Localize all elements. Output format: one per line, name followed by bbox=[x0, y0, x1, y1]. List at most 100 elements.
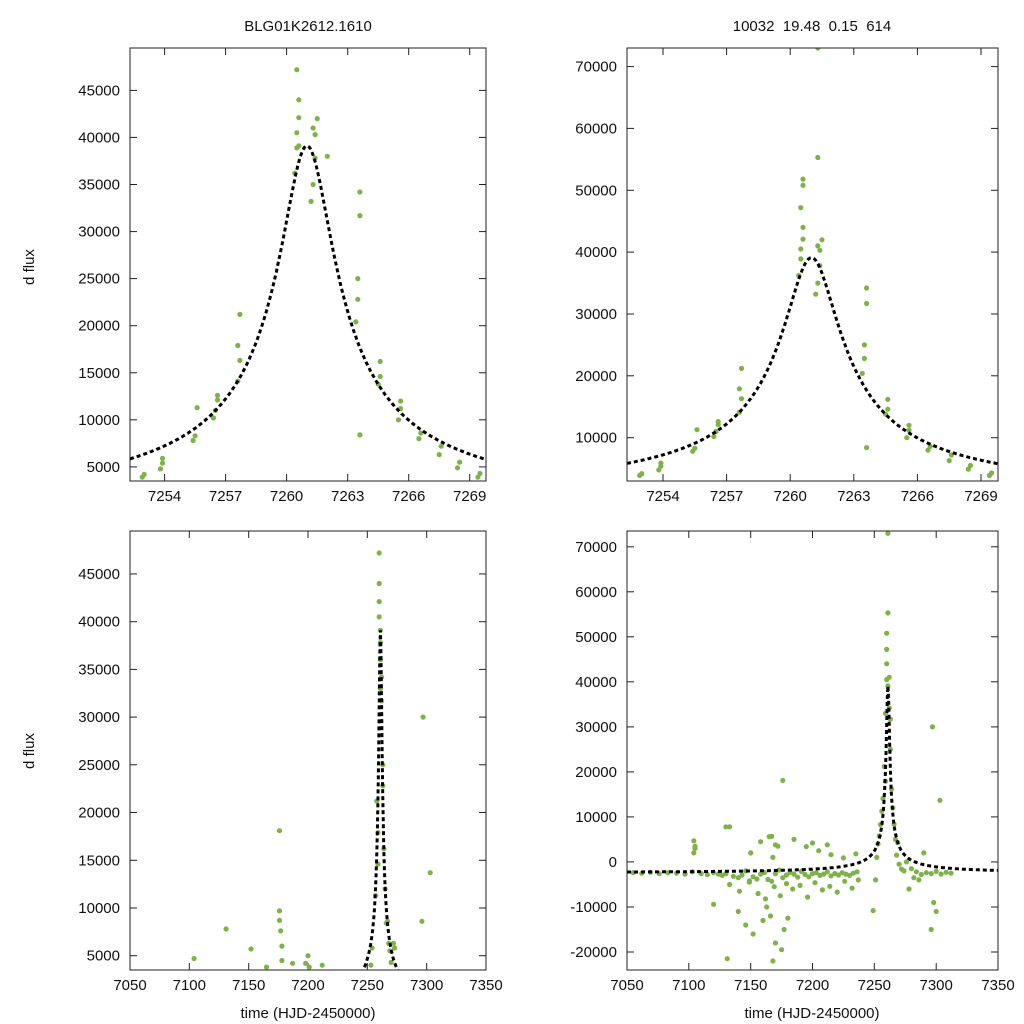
x-tick-label: 7050 bbox=[610, 977, 643, 994]
model-curve bbox=[361, 630, 400, 970]
data-point bbox=[758, 839, 764, 845]
data-point bbox=[817, 247, 823, 253]
data-point bbox=[214, 392, 221, 398]
data-point bbox=[727, 824, 733, 830]
data-point bbox=[790, 886, 796, 892]
data-points bbox=[630, 531, 954, 964]
data-point bbox=[279, 943, 285, 949]
y-tick-label: -10000 bbox=[570, 899, 617, 916]
data-point bbox=[420, 714, 426, 720]
data-point bbox=[427, 870, 433, 876]
y-tick-label: 10000 bbox=[78, 412, 120, 429]
data-point bbox=[769, 833, 775, 839]
data-point bbox=[223, 926, 229, 932]
data-point bbox=[310, 125, 316, 131]
data-point bbox=[819, 237, 825, 243]
y-tick-label: 60000 bbox=[575, 120, 617, 137]
data-point bbox=[783, 881, 790, 887]
data-point bbox=[746, 879, 753, 885]
data-point bbox=[828, 873, 834, 879]
data-point bbox=[800, 176, 806, 182]
x-tick-label: 7100 bbox=[672, 977, 705, 994]
data-point bbox=[398, 398, 404, 404]
data-point bbox=[828, 852, 834, 858]
data-point bbox=[769, 878, 775, 884]
data-point bbox=[192, 433, 198, 439]
model-curve bbox=[627, 256, 998, 466]
data-point bbox=[723, 824, 729, 830]
data-point bbox=[933, 868, 939, 875]
data-point bbox=[357, 189, 363, 195]
data-point bbox=[777, 893, 783, 899]
data-point bbox=[809, 840, 816, 846]
x-tick-label: 7050 bbox=[113, 977, 146, 994]
y-tick-label: 5000 bbox=[87, 948, 120, 965]
data-point bbox=[735, 908, 741, 915]
plot-frame bbox=[129, 530, 487, 971]
panel-full-right: 7050 7100 7150 7200 7250 7300 7350 -20000 -10000… bbox=[570, 530, 1015, 994]
data-point bbox=[278, 928, 284, 934]
y-tick-label: 50000 bbox=[575, 182, 617, 199]
data-point bbox=[780, 875, 786, 881]
data-point bbox=[235, 342, 241, 349]
data-point bbox=[388, 959, 394, 966]
data-point bbox=[923, 870, 929, 876]
data-point bbox=[279, 957, 285, 964]
y-tick-label: 10000 bbox=[575, 809, 617, 826]
data-point bbox=[237, 311, 243, 317]
y-tick-label: 50000 bbox=[575, 629, 617, 646]
data-point bbox=[692, 843, 698, 849]
data-point bbox=[750, 931, 756, 937]
data-point bbox=[762, 896, 769, 902]
data-point bbox=[834, 889, 840, 895]
data-point bbox=[639, 471, 645, 477]
data-point bbox=[798, 205, 804, 211]
data-point bbox=[901, 868, 907, 874]
data-point bbox=[390, 940, 396, 946]
data-point bbox=[884, 646, 890, 653]
data-point bbox=[824, 869, 830, 875]
data-point bbox=[894, 852, 900, 858]
y-tick-label: 40000 bbox=[78, 129, 120, 146]
data-point bbox=[736, 888, 743, 894]
data-point bbox=[772, 842, 779, 848]
data-point bbox=[438, 443, 444, 449]
x-tick-label: 7150 bbox=[232, 977, 265, 994]
data-point bbox=[355, 276, 361, 282]
data-point bbox=[781, 926, 787, 933]
data-point bbox=[767, 913, 774, 919]
data-point bbox=[306, 964, 312, 970]
data-point bbox=[880, 795, 886, 802]
data-point bbox=[886, 674, 892, 680]
data-point bbox=[819, 887, 826, 893]
data-point bbox=[815, 280, 821, 286]
data-point bbox=[861, 355, 868, 362]
y-tick-label: 45000 bbox=[78, 566, 120, 583]
x-tick-label: 7263 bbox=[837, 488, 870, 505]
data-point bbox=[477, 470, 483, 477]
data-point bbox=[906, 422, 912, 428]
data-point bbox=[436, 452, 442, 458]
x-tick-label: 7266 bbox=[901, 488, 934, 505]
data-point bbox=[376, 550, 382, 556]
data-point bbox=[214, 397, 221, 403]
plot-panels: 7254 7257 7260 7263 7266 7269 5000 10000 15000 20… bbox=[78, 47, 1015, 994]
data-point bbox=[755, 890, 761, 897]
y-tick-label: 15000 bbox=[78, 365, 120, 382]
x-tick-label: 7350 bbox=[469, 977, 502, 994]
data-point bbox=[937, 797, 943, 803]
data-point bbox=[884, 661, 890, 667]
xlabel-left: time (HJD-2450000) bbox=[240, 1005, 375, 1022]
data-point bbox=[355, 296, 361, 302]
data-point bbox=[904, 435, 910, 441]
data-point bbox=[416, 436, 422, 442]
data-point bbox=[191, 955, 197, 962]
data-point bbox=[750, 874, 756, 880]
plot-frame bbox=[129, 47, 487, 482]
data-point bbox=[853, 851, 859, 857]
data-point bbox=[771, 884, 777, 890]
data-point bbox=[263, 964, 270, 970]
model-curve bbox=[627, 685, 998, 874]
data-point bbox=[938, 871, 944, 877]
